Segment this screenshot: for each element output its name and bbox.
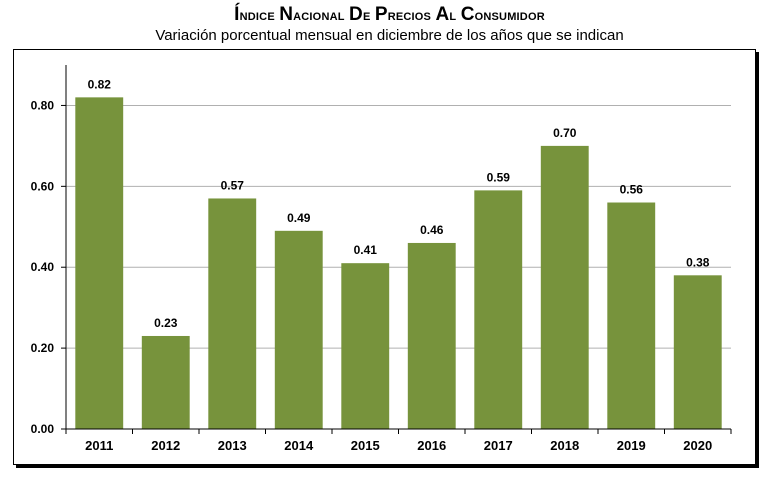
- bar-2016: [407, 242, 456, 429]
- data-label: 0.41: [354, 243, 378, 257]
- x-tick-label: 2014: [284, 438, 314, 453]
- y-tick-label: 0.80: [31, 98, 55, 112]
- y-tick-label: 0.40: [31, 260, 55, 274]
- data-label: 0.57: [221, 178, 245, 192]
- x-tick-label: 2013: [218, 438, 247, 453]
- y-tick-label: 0.20: [31, 341, 55, 355]
- data-label: 0.59: [487, 170, 511, 184]
- bars: [75, 97, 722, 429]
- x-tick-label: 2012: [151, 438, 180, 453]
- data-label: 0.46: [420, 223, 444, 237]
- data-label: 0.38: [686, 255, 710, 269]
- data-label: 0.56: [620, 183, 644, 197]
- bar-2013: [208, 198, 257, 429]
- data-label: 0.82: [88, 77, 112, 91]
- bar-2020: [673, 275, 722, 429]
- bar-2014: [274, 230, 323, 429]
- x-tick-label: 2018: [550, 438, 579, 453]
- bar-2017: [474, 190, 523, 429]
- labels: 0.00 0.20 0.40 0.60 0.80 0.82 2011 0.23 2012 0.57…: [31, 77, 713, 453]
- y-tick-label: 0.60: [31, 179, 55, 193]
- x-tick-label: 2015: [351, 438, 380, 453]
- chart-subtitle: Variación porcentual mensual en diciembr…: [155, 27, 624, 44]
- data-label: 0.49: [287, 211, 311, 225]
- x-tick-label: 2020: [683, 438, 712, 453]
- bar-2012: [141, 335, 190, 429]
- x-tick-label: 2011: [85, 438, 113, 453]
- bar-2011: [75, 97, 124, 429]
- data-label: 0.23: [154, 316, 178, 330]
- bar-2015: [341, 263, 390, 429]
- x-tick-label: 2019: [617, 438, 646, 453]
- x-tick-label: 2016: [417, 438, 446, 453]
- axes: [61, 65, 732, 434]
- chart-title-text: Índice Nacional De Precios Al Consumidor: [234, 4, 545, 25]
- bar-2018: [540, 145, 589, 429]
- data-label: 0.70: [553, 126, 577, 140]
- x-tick-label: 2017: [484, 438, 513, 453]
- bar-2019: [607, 202, 656, 429]
- chart-title: Índice Nacional De Precios Al Consumidor: [0, 4, 779, 26]
- y-tick-label: 0.00: [31, 422, 55, 436]
